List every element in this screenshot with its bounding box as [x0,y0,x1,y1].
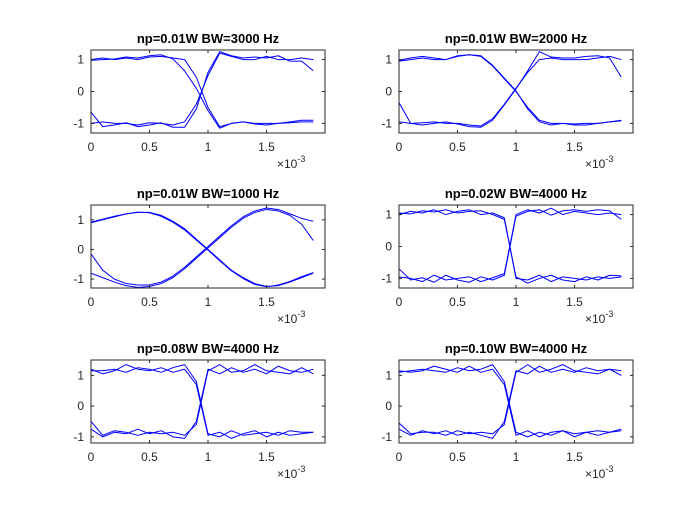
y-tick-label: 1 [385,53,392,67]
y-tick-label: 1 [77,53,84,67]
series-line-3 [91,211,314,288]
series-line-4 [399,209,622,283]
x-exponent-power: -3 [605,309,613,319]
y-tick-label: 0 [385,85,392,99]
subplot-title: np=0.10W BW=4000 Hz [445,341,588,356]
y-tick-label: 0 [77,399,84,413]
x-exponent-power: -3 [297,309,305,319]
series-line-2 [91,208,314,288]
subplot-traces [91,207,314,288]
subplot-title: np=0.02W BW=4000 Hz [445,186,588,201]
x-tick-label: 1 [513,140,520,154]
subplot-title: np=0.01W BW=3000 Hz [137,31,280,46]
subplot-traces [399,364,622,439]
x-tick-label: 0.5 [141,450,158,464]
x-tick-label: 1 [205,450,212,464]
x-tick-label: 1.5 [258,450,275,464]
y-tick-label: 1 [77,368,84,382]
x-tick-label: 1 [513,295,520,309]
x-exponent-label: ×10-3 [585,309,613,326]
x-tick-label: 1 [205,140,212,154]
y-tick-label: -1 [73,272,84,286]
x-exponent-base: ×10 [277,467,298,481]
y-tick-label: -1 [381,271,392,285]
series-line-1 [91,364,314,438]
x-exponent-label: ×10-3 [277,154,305,171]
y-tick-label: 0 [385,399,392,413]
subplot-5: 0 0.5 1 1.5 -1 0 1 np=0.08W BW=4000 Hz ×10-3 [73,341,326,481]
subplot-traces [91,51,314,129]
x-tick-label: 1 [205,295,212,309]
x-tick-label: 0 [396,295,403,309]
x-tick-label: 0 [88,140,95,154]
y-tick-label: 0 [77,242,84,256]
y-tick-label: 1 [385,368,392,382]
subplot-title: np=0.01W BW=2000 Hz [445,31,588,46]
x-exponent-label: ×10-3 [585,154,613,171]
x-tick-label: 0 [88,295,95,309]
subplot-4: 0 0.5 1 1.5 -1 0 1 np=0.02W BW=4000 Hz ×10-3 [381,186,634,326]
subplot-3: 0 0.5 1 1.5 -1 0 1 np=0.01W BW=1000 Hz ×10-3 [73,186,326,326]
x-tick-label: 0.5 [141,140,158,154]
x-exponent-base: ×10 [277,157,298,171]
x-exponent-label: ×10-3 [585,464,613,481]
series-line-3 [91,364,314,439]
subplot-traces [91,364,314,439]
series-line-4 [399,51,622,128]
y-tick-label: 1 [77,213,84,227]
series-line-4 [91,364,314,436]
x-exponent-base: ×10 [585,312,606,326]
x-exponent-power: -3 [605,154,613,164]
x-tick-label: 0 [396,140,403,154]
x-exponent-base: ×10 [585,467,606,481]
x-tick-label: 1.5 [258,140,275,154]
x-tick-label: 1.5 [566,450,583,464]
y-tick-label: 0 [385,240,392,254]
x-exponent-label: ×10-3 [277,464,305,481]
y-tick-label: -1 [73,430,84,444]
x-exponent-label: ×10-3 [277,309,305,326]
x-tick-label: 1.5 [258,295,275,309]
x-tick-label: 0.5 [449,295,466,309]
x-tick-label: 0.5 [449,140,466,154]
x-exponent-power: -3 [297,464,305,474]
series-line-4 [91,51,314,128]
subplot-2: 0 0.5 1 1.5 -1 0 1 np=0.01W BW=2000 Hz ×10-3 [381,31,634,171]
series-line-3 [399,365,622,438]
x-tick-label: 1.5 [566,295,583,309]
subplot-title: np=0.08W BW=4000 Hz [137,341,280,356]
subplot-traces [399,207,622,284]
subplot-6: 0 0.5 1 1.5 -1 0 1 np=0.10W BW=4000 Hz ×10-3 [381,341,634,481]
x-tick-label: 0.5 [449,450,466,464]
x-exponent-power: -3 [297,154,305,164]
x-tick-label: 0 [88,450,95,464]
x-exponent-power: -3 [605,464,613,474]
subplot-traces [399,51,622,128]
y-tick-label: 0 [77,85,84,99]
x-tick-label: 0 [396,450,403,464]
x-tick-label: 0.5 [141,295,158,309]
y-tick-label: -1 [381,430,392,444]
subplot-title: np=0.01W BW=1000 Hz [137,186,280,201]
x-exponent-base: ×10 [277,312,298,326]
y-tick-label: -1 [381,116,392,130]
x-tick-label: 1 [513,450,520,464]
series-line-4 [91,207,314,286]
series-line-3 [91,54,314,129]
y-tick-label: -1 [73,116,84,130]
series-line-4 [399,364,622,436]
series-line-3 [399,54,622,126]
x-tick-label: 1.5 [566,140,583,154]
x-exponent-base: ×10 [585,157,606,171]
subplot-1: 0 0.5 1 1.5 -1 0 1 np=0.01W BW=3000 Hz ×10-3 [73,31,326,171]
y-tick-label: 1 [385,208,392,222]
